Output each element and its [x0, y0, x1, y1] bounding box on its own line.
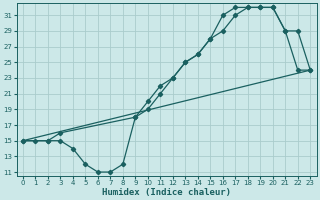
X-axis label: Humidex (Indice chaleur): Humidex (Indice chaleur)	[102, 188, 231, 197]
